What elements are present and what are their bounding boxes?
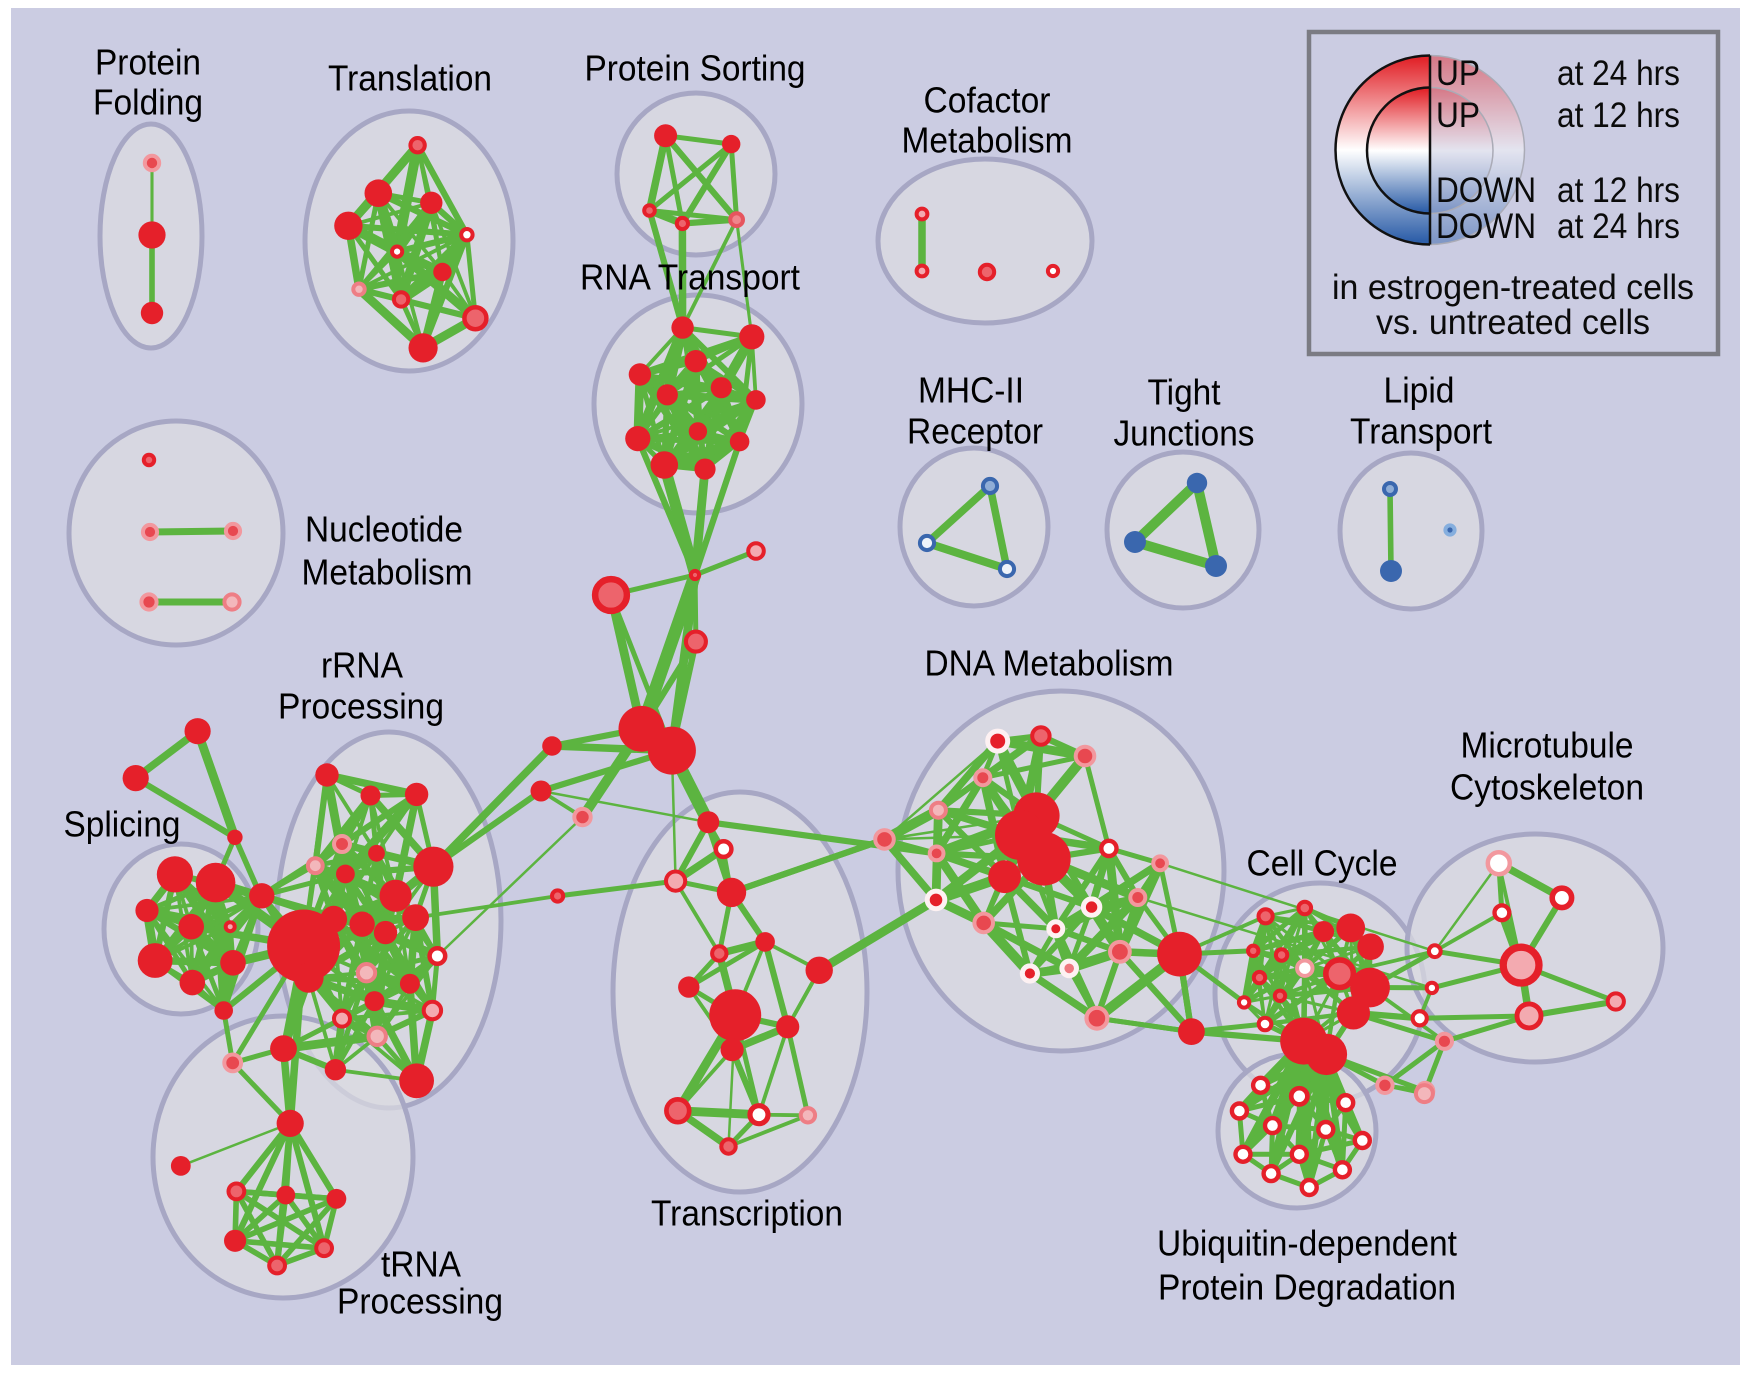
svg-text:Transcription: Transcription [651, 1193, 843, 1234]
svg-text:Microtubule: Microtubule [1461, 725, 1634, 766]
svg-text:Transport: Transport [1350, 411, 1492, 452]
svg-text:Protein Degradation: Protein Degradation [1158, 1267, 1456, 1308]
svg-text:MHC-II: MHC-II [918, 370, 1024, 411]
svg-text:Tight: Tight [1148, 372, 1221, 413]
svg-text:DNA Metabolism: DNA Metabolism [925, 643, 1174, 684]
svg-text:Protein Sorting: Protein Sorting [585, 48, 806, 89]
svg-text:at 24 hrs: at 24 hrs [1557, 54, 1680, 93]
svg-text:at 12 hrs: at 12 hrs [1557, 96, 1680, 135]
svg-text:RNA Transport: RNA Transport [580, 257, 800, 298]
svg-text:Processing: Processing [278, 686, 444, 727]
svg-text:Folding: Folding [93, 82, 203, 123]
svg-text:Metabolism: Metabolism [302, 552, 473, 593]
svg-text:in estrogen-treated cells: in estrogen-treated cells [1332, 268, 1694, 307]
svg-text:UP: UP [1436, 54, 1480, 93]
svg-text:Processing: Processing [337, 1281, 503, 1322]
svg-text:Lipid: Lipid [1384, 370, 1455, 411]
svg-text:at 12 hrs: at 12 hrs [1557, 171, 1680, 210]
svg-text:rRNA: rRNA [321, 645, 403, 686]
svg-text:Protein: Protein [95, 42, 201, 83]
svg-text:Nucleotide: Nucleotide [305, 509, 463, 550]
svg-text:at 24 hrs: at 24 hrs [1557, 207, 1680, 246]
svg-text:Splicing: Splicing [64, 804, 181, 845]
svg-text:Cofactor: Cofactor [924, 80, 1051, 121]
svg-text:tRNA: tRNA [381, 1244, 461, 1285]
svg-text:Junctions: Junctions [1114, 413, 1255, 454]
svg-text:Metabolism: Metabolism [902, 120, 1073, 161]
svg-text:DOWN: DOWN [1436, 171, 1536, 210]
svg-text:Cytoskeleton: Cytoskeleton [1450, 767, 1644, 808]
svg-text:DOWN: DOWN [1436, 207, 1536, 246]
svg-text:Receptor: Receptor [907, 411, 1043, 452]
svg-text:Translation: Translation [328, 58, 492, 99]
svg-text:vs. untreated cells: vs. untreated cells [1376, 303, 1650, 342]
svg-text:Ubiquitin-dependent: Ubiquitin-dependent [1157, 1223, 1457, 1264]
svg-text:UP: UP [1436, 96, 1480, 135]
svg-text:Cell Cycle: Cell Cycle [1247, 843, 1398, 884]
